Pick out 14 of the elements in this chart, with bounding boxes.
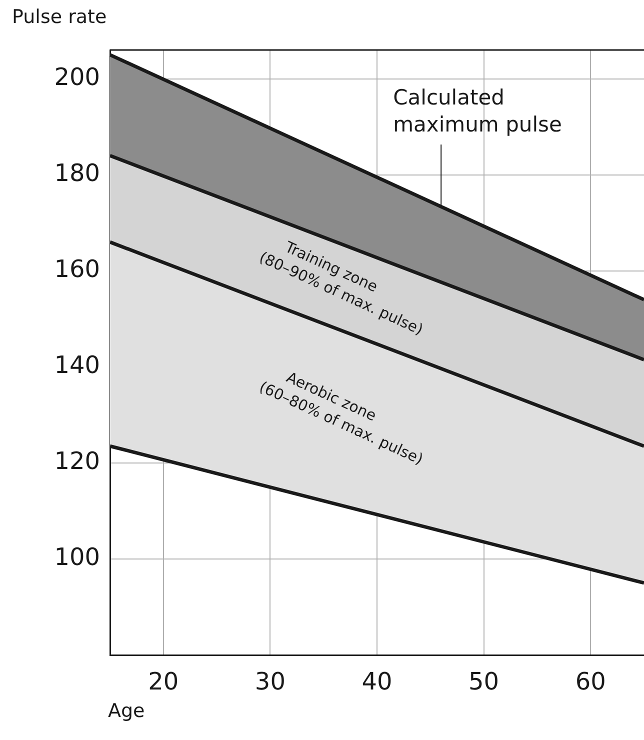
- x-axis-title: Age: [108, 700, 145, 722]
- y-tick-label: 180: [54, 159, 100, 188]
- y-tick-label: 200: [54, 63, 100, 92]
- y-tick-label: 160: [54, 255, 100, 284]
- x-tick-label: 60: [575, 668, 606, 696]
- y-tick-label: 140: [54, 351, 100, 380]
- annotation: Calculated maximum pulse: [393, 86, 562, 137]
- x-tick-label: 50: [468, 668, 500, 696]
- x-tick-label: 20: [148, 668, 179, 696]
- y-tick-label: 120: [54, 447, 100, 476]
- y-axis-title: Pulse rate: [12, 6, 107, 28]
- y-tick-label: 100: [54, 543, 100, 572]
- x-tick-label: 30: [254, 668, 286, 696]
- x-tick-label: 40: [362, 668, 392, 696]
